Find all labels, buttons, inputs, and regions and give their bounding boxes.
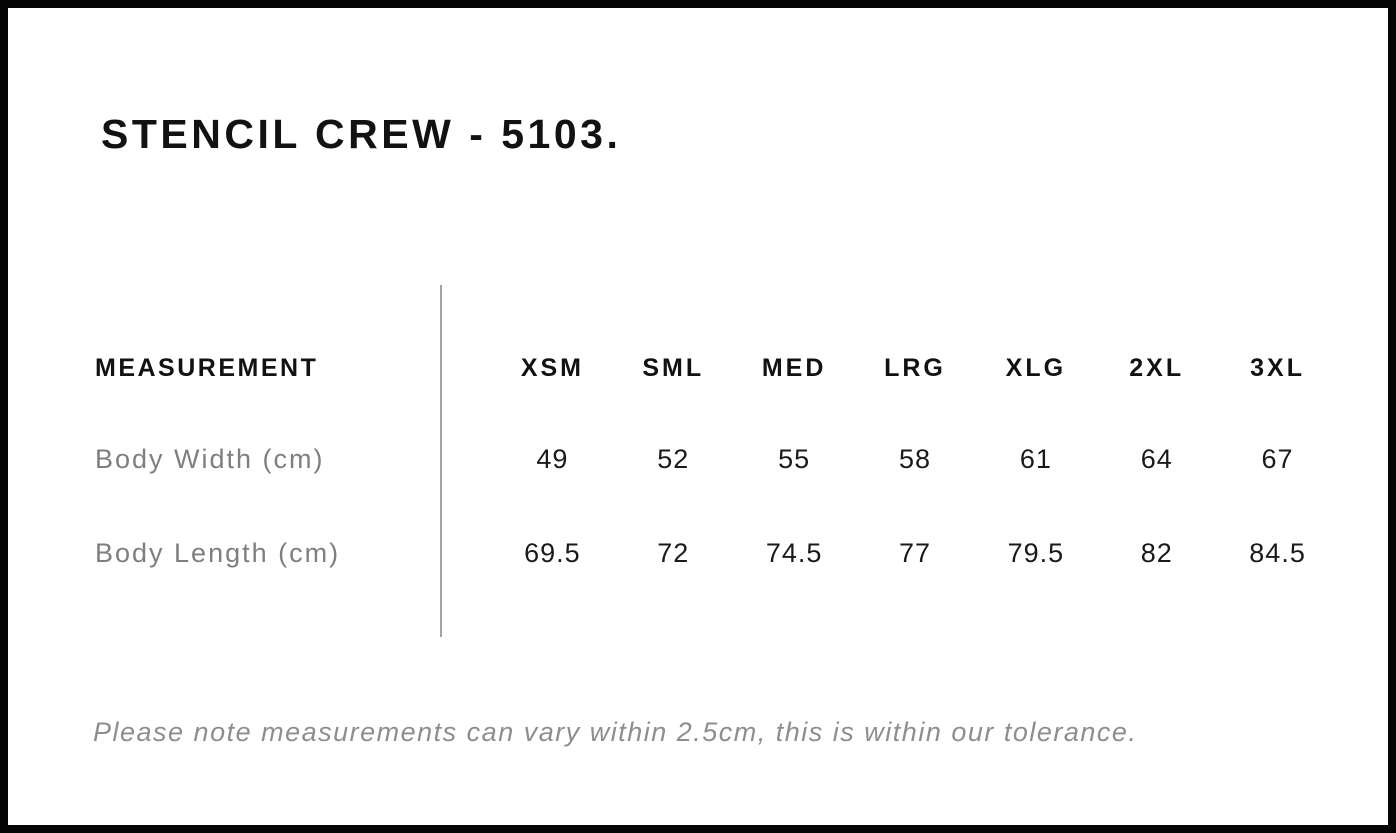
body-width-value-med: 55 <box>778 443 811 474</box>
body-length-value-xsm: 69.5 <box>524 537 581 568</box>
measurement-column-header: MEASUREMENT <box>95 353 319 382</box>
body-length-value-sml: 72 <box>657 537 690 568</box>
size-column-header-lrg: LRG <box>884 353 946 382</box>
row-label-body-length: Body Length (cm) <box>95 537 341 568</box>
table-row-body-length: Body Length (cm) 69.5 72 74.5 77 79.5 82… <box>95 537 1338 569</box>
size-column-header-2xl: 2XL <box>1129 353 1185 382</box>
body-width-value-sml: 52 <box>657 443 690 474</box>
size-column-header-sml: SML <box>642 353 705 382</box>
page-title: STENCIL CREW - 5103. <box>101 111 622 157</box>
body-length-value-xlg: 79.5 <box>1007 537 1065 568</box>
body-length-value-2xl: 82 <box>1140 537 1173 568</box>
body-width-value-lrg: 58 <box>898 443 932 474</box>
body-length-value-med: 74.5 <box>765 537 823 568</box>
body-length-value-lrg: 77 <box>898 537 932 568</box>
body-width-value-3xl: 67 <box>1261 443 1294 474</box>
row-label-body-width: Body Width (cm) <box>95 443 325 474</box>
body-width-value-xlg: 61 <box>1019 443 1052 474</box>
column-divider <box>440 285 442 637</box>
body-width-value-2xl: 64 <box>1140 443 1173 474</box>
size-chart-header-row: MEASUREMENT XSM SML MED LRG XLG 2XL 3XL <box>95 352 1338 384</box>
table-row-body-width: Body Width (cm) 49 52 55 58 61 64 67 <box>95 443 1338 475</box>
body-length-value-3xl: 84.5 <box>1249 537 1306 568</box>
body-width-value-xsm: 49 <box>536 443 569 474</box>
tolerance-note: Please note measurements can vary within… <box>93 717 1138 747</box>
size-column-header-xlg: XLG <box>1005 353 1067 382</box>
size-column-header-med: MED <box>761 353 827 382</box>
size-column-header-xsm: XSM <box>520 353 585 382</box>
size-column-header-3xl: 3XL <box>1250 353 1305 382</box>
